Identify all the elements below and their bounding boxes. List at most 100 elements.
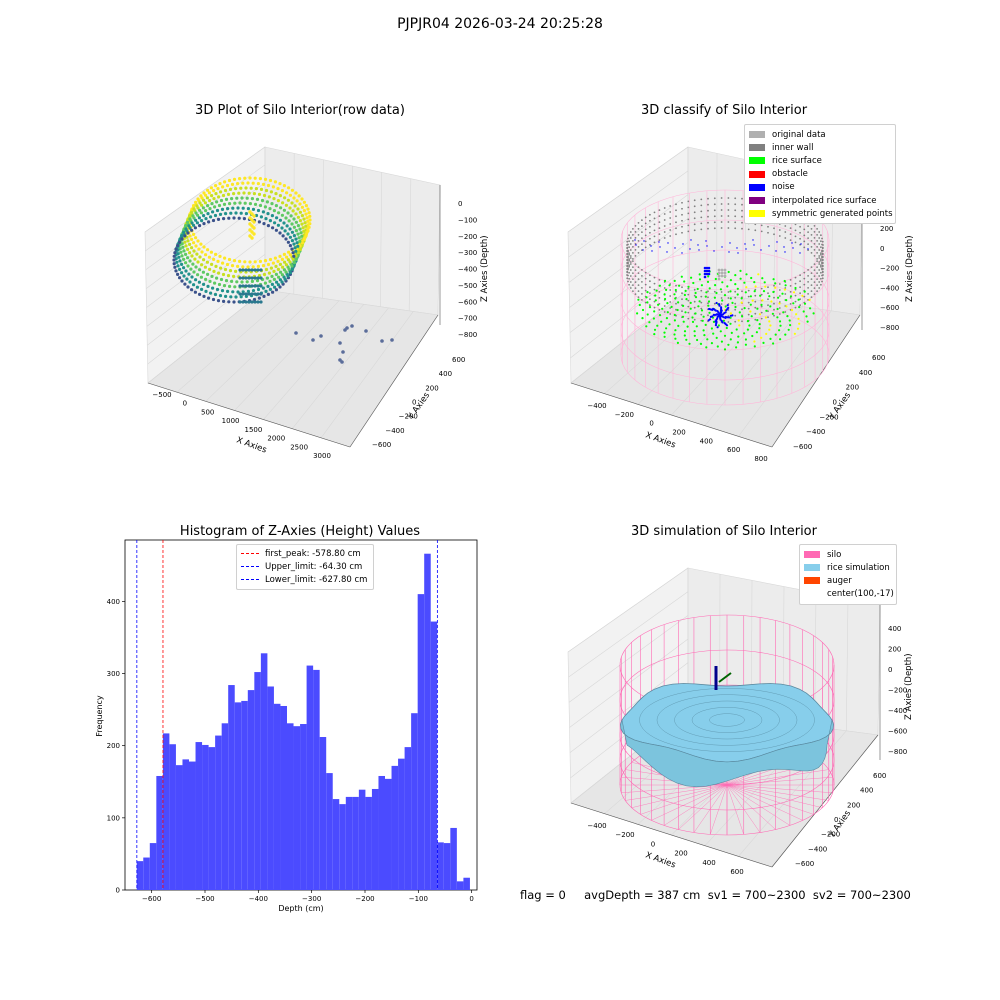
- inner-wall-point: [773, 314, 775, 317]
- gridline: [604, 293, 717, 394]
- data-point: [244, 284, 248, 288]
- data-point: [238, 201, 242, 205]
- inner-wall-point: [810, 246, 813, 248]
- y-tick-label: 600: [452, 356, 465, 364]
- data-point: [288, 253, 292, 257]
- inner-wall-point: [813, 263, 816, 265]
- inner-wall-point: [658, 215, 661, 218]
- data-point: [286, 265, 290, 269]
- inner-wall-point: [799, 237, 801, 240]
- inner-wall-point: [653, 223, 656, 226]
- rice-surface-point: [677, 301, 680, 304]
- rice-surface-point: [764, 285, 767, 288]
- data-point: [222, 217, 226, 221]
- rice-surface-point: [673, 313, 676, 317]
- noise-point: [643, 240, 645, 242]
- gridline: [738, 310, 832, 437]
- noise-point: [659, 246, 661, 248]
- inner-wall-point: [820, 258, 822, 261]
- data-point: [224, 197, 229, 201]
- data-point: [263, 205, 267, 209]
- inner-wall-point: [628, 246, 630, 249]
- inner-wall-point: [810, 296, 813, 298]
- inner-wall-point: [700, 222, 703, 225]
- data-point: [292, 217, 296, 221]
- rice-surface-point: [793, 332, 797, 335]
- rice-surface-point: [700, 284, 704, 287]
- data-point: [252, 192, 256, 196]
- z-tick-label: 0: [888, 666, 892, 674]
- z-tick-label: −500: [458, 282, 477, 290]
- rice-surface-point: [753, 345, 756, 348]
- data-point: [256, 284, 260, 288]
- inner-wall-point: [658, 239, 661, 242]
- rice-surface-point: [750, 315, 753, 318]
- inner-wall-point: [727, 197, 730, 199]
- data-point: [196, 239, 200, 243]
- y-tick-label: −400: [385, 427, 404, 435]
- rice-surface-point: [690, 276, 693, 279]
- data-point: [292, 254, 296, 258]
- inner-wall-point: [658, 297, 661, 299]
- inner-wall-point: [641, 299, 643, 301]
- rice-surface-point: [772, 342, 775, 345]
- data-point: [204, 253, 208, 257]
- inner-wall-point: [649, 231, 651, 234]
- data-point: [266, 224, 270, 228]
- data-point: [298, 239, 302, 243]
- z-tick-label: −700: [458, 315, 477, 323]
- data-point: [246, 265, 250, 269]
- data-point: [186, 239, 190, 243]
- inner-wall-point: [653, 217, 656, 220]
- panel2-legend: original data inner wall rice surface ob…: [744, 124, 896, 225]
- inner-wall-point: [663, 225, 666, 227]
- inner-wall-point: [675, 308, 677, 311]
- noise-point: [681, 252, 683, 254]
- rice-surface-point: [692, 281, 695, 285]
- x-tick-label: 400: [700, 437, 713, 445]
- inner-wall-point: [653, 241, 656, 244]
- original-data-point: [717, 271, 721, 275]
- histogram-bar: [450, 827, 457, 890]
- gridline: [380, 172, 382, 307]
- inner-wall-point: [713, 203, 716, 206]
- inner-wall-point: [821, 243, 823, 246]
- silo-ring: [619, 684, 835, 786]
- inner-wall-point: [794, 282, 797, 285]
- data-point: [280, 213, 284, 217]
- inner-wall-point: [687, 200, 690, 203]
- inner-wall-point: [627, 243, 629, 246]
- rice-surface-point: [694, 291, 697, 295]
- data-point: [204, 277, 208, 281]
- data-point: [192, 216, 196, 220]
- data-point: [201, 206, 205, 210]
- noise-point: [705, 240, 707, 242]
- data-point: [338, 358, 342, 362]
- rice-surface-point: [758, 313, 762, 316]
- noise-point: [689, 248, 691, 250]
- rice-surface-point: [727, 343, 730, 346]
- data-point: [273, 256, 277, 260]
- histogram-bar: [136, 861, 144, 890]
- inner-wall-point: [818, 231, 821, 233]
- inner-wall-point: [820, 283, 822, 286]
- inner-wall-point: [767, 231, 769, 234]
- rice-surface-point: [744, 343, 748, 346]
- data-point: [198, 292, 202, 296]
- rice-surface-point: [721, 281, 724, 284]
- data-point: [243, 260, 247, 264]
- inner-wall-point: [634, 249, 637, 251]
- inner-wall-point: [807, 225, 809, 228]
- z-tick-label: −100: [458, 216, 477, 224]
- data-point: [210, 194, 214, 198]
- data-point: [228, 202, 232, 206]
- inner-wall-point: [720, 291, 723, 293]
- rice-surface-point: [769, 324, 772, 327]
- inner-wall-point: [644, 222, 647, 225]
- data-point: [283, 229, 287, 233]
- histogram-bar: [326, 773, 333, 890]
- figure-suptitle: PJPJR04 2026-03-24 20:25:28: [397, 16, 603, 32]
- noise-point: [725, 309, 728, 312]
- rice-surface-point: [656, 324, 659, 327]
- inner-wall-point: [632, 228, 634, 230]
